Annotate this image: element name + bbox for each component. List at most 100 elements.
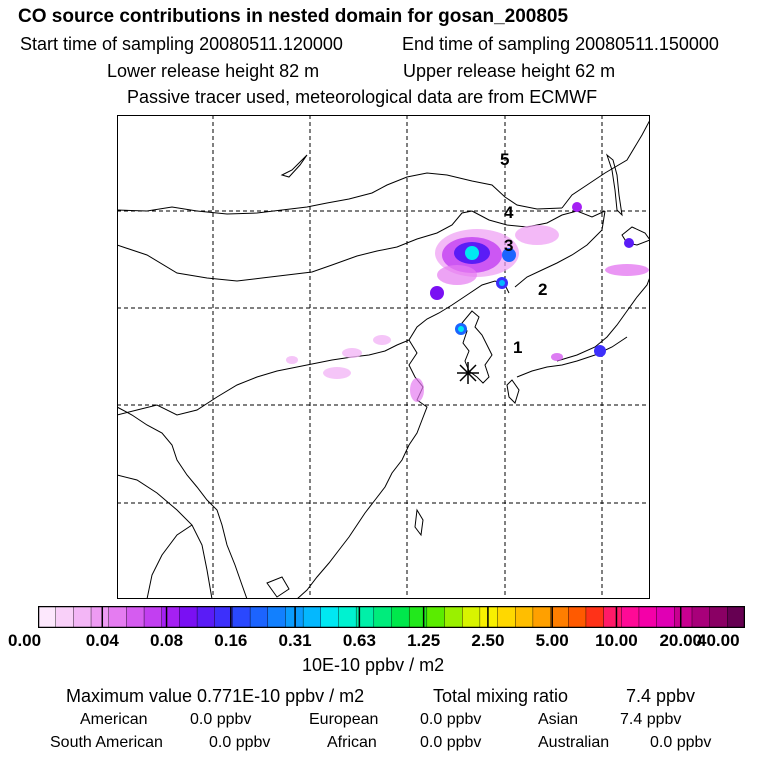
region-name-european: European <box>309 711 379 728</box>
region-value-asian: 7.4 ppbv <box>620 711 682 728</box>
ussuri-border <box>514 210 606 288</box>
colorbar-cell <box>621 606 640 628</box>
concentration-field <box>286 202 649 402</box>
colorbar-cell <box>568 606 587 628</box>
colorbar-cell <box>462 606 481 628</box>
colorbar-tick-label: 10.00 <box>595 631 638 650</box>
colorbar-cell <box>90 606 110 628</box>
japan-south-coast <box>516 336 628 378</box>
trajectory-label-1: 1 <box>513 338 522 357</box>
colorbar-tick-label: 5.00 <box>535 631 569 650</box>
colorbar-cell <box>603 606 622 628</box>
trajectory-label-5: 5 <box>500 150 509 169</box>
region-value-european: 0.0 ppbv <box>420 711 482 728</box>
map-frame <box>117 115 650 599</box>
colorbar-cell <box>444 606 463 628</box>
max-source-cell <box>465 246 479 260</box>
sakhalin <box>605 153 623 217</box>
max-value: Maximum value 0.771E-10 ppbv / m2 <box>66 686 365 706</box>
map-svg: 1 2 3 4 5 <box>117 115 650 599</box>
colorbar-tick-label: 1.25 <box>407 631 441 650</box>
map-grid <box>117 115 650 599</box>
colorbar-cell <box>674 606 693 628</box>
end-time: End time of sampling 20080511.150000 <box>402 34 719 54</box>
colorbar-tick-label: 0.04 <box>85 631 119 650</box>
upper-release-height: Upper release height 62 m <box>403 61 616 81</box>
colorbar-tick-label: 40.00 <box>697 631 740 650</box>
myanmar-border <box>146 524 193 599</box>
tracer-note: Passive tracer used, meteorological data… <box>127 87 598 107</box>
trajectory-label-3: 3 <box>504 236 513 255</box>
colorbar-tick-label: 0.00 <box>8 631 42 650</box>
region-value-australian: 0.0 ppbv <box>650 734 712 751</box>
region-name-australian: Australian <box>538 734 610 751</box>
colorbar-tick-label: 0.31 <box>278 631 312 650</box>
colorbar-cell <box>320 606 339 628</box>
region-value-american: 0.0 ppbv <box>190 711 252 728</box>
colorbar-cell <box>232 606 251 628</box>
colorbar-tick-label: 2.50 <box>471 631 505 650</box>
colorbar-cell <box>73 606 92 628</box>
receptor-asterisk-icon <box>457 362 479 384</box>
russia-border <box>117 172 563 215</box>
colorbar-cell <box>126 606 145 628</box>
colorbar-cell <box>709 606 728 628</box>
mongolia-border <box>117 210 473 282</box>
taiwan <box>414 508 424 537</box>
colorbar-tick-label: 0.63 <box>342 631 376 650</box>
colorbar-cell <box>338 606 357 628</box>
total-mixing-value: 7.4 ppbv <box>626 686 696 706</box>
colorbar-cell <box>408 606 428 628</box>
colorbar-cell <box>691 606 711 628</box>
colorbar-cell <box>38 606 57 628</box>
colorbar-cell <box>391 606 410 628</box>
colorbar-tick-label: 0.08 <box>149 631 184 650</box>
region-name-south-american: South American <box>50 734 163 751</box>
colorbar-cell <box>267 606 286 628</box>
korea-coast <box>461 310 493 384</box>
colorbar-tick-label: 0.16 <box>214 631 248 650</box>
colorbar-cell <box>656 606 675 628</box>
hainan <box>266 576 290 598</box>
colorbar-cell <box>179 606 198 628</box>
colorbar-cell <box>497 606 516 628</box>
colorbar-cell <box>143 606 163 628</box>
lower-release-height: Lower release height 82 m <box>107 61 320 81</box>
colorbar-cell <box>515 606 534 628</box>
colorbar-cell <box>214 606 233 628</box>
colorbar-cell <box>108 606 127 628</box>
colorbar-cell <box>638 606 658 628</box>
region-name-african: African <box>327 734 377 751</box>
colorbar-cell <box>727 606 745 628</box>
colorbar-cell <box>532 606 552 628</box>
india-border <box>117 474 213 599</box>
map-panel: 1 2 3 4 5 <box>117 115 650 599</box>
japan-honshu <box>556 276 650 362</box>
china-coast <box>117 339 428 599</box>
colorbar-cell <box>479 606 499 628</box>
okhotsk-coast <box>561 119 650 209</box>
region-value-south-american: 0.0 ppbv <box>209 734 271 751</box>
colorbar-tick-label: 20.00 <box>659 631 702 650</box>
colorbar-cell <box>55 606 74 628</box>
start-time: Start time of sampling 20080511.120000 <box>20 34 343 54</box>
lake-baikal <box>280 154 308 178</box>
colorbar-cell <box>585 606 605 628</box>
total-mixing-label: Total mixing ratio <box>433 686 569 706</box>
colorbar-cell <box>302 606 322 628</box>
trajectory-label-4: 4 <box>504 203 514 222</box>
region-name-american: American <box>80 711 148 728</box>
region-name-asian: Asian <box>538 711 579 728</box>
amur-border <box>471 210 606 228</box>
trajectory-label-2: 2 <box>538 280 547 299</box>
colorbar-cell <box>249 606 269 628</box>
colorbar-cell <box>426 606 446 628</box>
colorbar-cell <box>196 606 216 628</box>
colorbar-cell <box>373 606 393 628</box>
colorbar-units: 10E-10 ppbv / m2 <box>302 655 445 675</box>
colorbar-cell <box>161 606 180 628</box>
kyushu <box>506 379 520 404</box>
colorbar-cell <box>550 606 569 628</box>
south-asia-border <box>117 406 248 599</box>
colorbar <box>38 606 745 628</box>
